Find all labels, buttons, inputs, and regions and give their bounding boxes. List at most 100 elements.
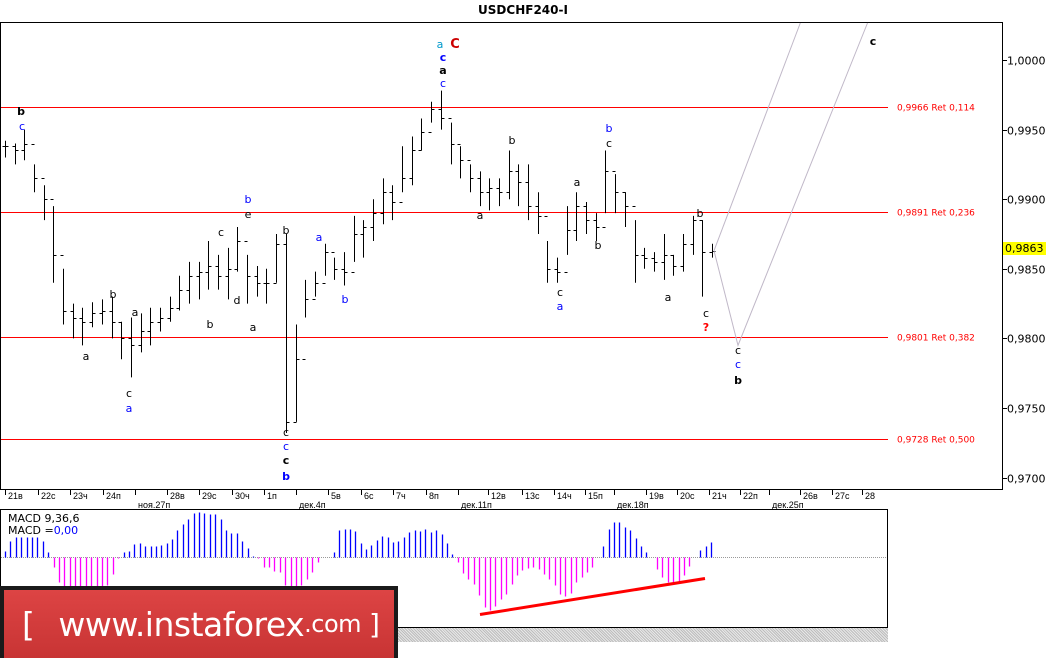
wave-label: b xyxy=(17,105,25,118)
price-bar xyxy=(157,307,164,332)
x-tick-label: 30ч xyxy=(235,491,250,501)
price-bar xyxy=(60,255,67,325)
price-bar xyxy=(632,206,639,283)
logo-bracket-close: ] xyxy=(369,607,380,641)
macd-label: MACD 9,36,6 xyxy=(8,512,80,525)
fib-level-label: 0,9891 Ret 0,236 xyxy=(897,209,975,219)
price-bar xyxy=(225,247,232,300)
price-bar xyxy=(50,199,57,283)
macd-value-row: MACD =0,00 xyxy=(8,524,78,537)
price-bar xyxy=(283,234,290,434)
wave-label: c xyxy=(606,137,612,150)
wave-label: a xyxy=(126,402,133,415)
wave-label: d xyxy=(234,294,241,307)
projection-path xyxy=(713,22,868,347)
wave-label: c xyxy=(870,35,877,48)
price-bar xyxy=(293,324,300,423)
price-bar xyxy=(12,143,19,165)
wave-label: a xyxy=(250,321,257,334)
wave-label: a xyxy=(439,64,446,77)
price-bar xyxy=(602,150,609,228)
price-bar xyxy=(593,213,600,241)
y-tick-label: 1,0000 xyxy=(1007,55,1046,68)
projection-upper-line xyxy=(713,22,801,251)
price-bar xyxy=(448,118,455,165)
y-tick-label: 0,9750 xyxy=(1007,403,1046,416)
price-bar xyxy=(254,266,261,297)
price-bar xyxy=(118,321,125,360)
chart-title: USDCHF240-I xyxy=(478,3,568,17)
price-bar xyxy=(370,199,377,241)
wave-label: b xyxy=(606,122,613,135)
price-bar xyxy=(215,254,222,290)
price-bar xyxy=(680,234,687,272)
wave-label: C xyxy=(450,37,460,52)
x-tick-label: ноя.27п xyxy=(138,500,170,510)
x-tick-label: 27с xyxy=(835,491,850,501)
x-tick-label: 6с xyxy=(364,491,374,501)
price-bar xyxy=(418,118,425,151)
price-bar xyxy=(360,220,367,258)
price-bar xyxy=(525,164,532,221)
wave-label: b xyxy=(110,288,117,301)
y-tick-label: 0,9900 xyxy=(1007,194,1046,207)
price-bar xyxy=(176,275,183,311)
price-bar xyxy=(31,144,38,193)
price-bar xyxy=(622,192,629,228)
x-tick-label: 23ч xyxy=(73,491,88,501)
x-tick-label: 7ч xyxy=(396,491,406,501)
wave-label: c xyxy=(126,387,132,400)
wave-label: b xyxy=(342,293,349,306)
x-tick-label: 22п xyxy=(743,491,758,501)
x-tick-label: дек.4п xyxy=(299,500,326,510)
wave-label: b xyxy=(595,239,602,252)
wave-label: c xyxy=(440,51,447,64)
x-tick-label: 28в xyxy=(170,491,185,501)
wave-label: c xyxy=(735,358,741,371)
main-chart-frame xyxy=(0,22,1003,490)
price-bar xyxy=(670,254,677,276)
wave-label: b xyxy=(282,470,290,483)
x-tick-label: 21в xyxy=(8,491,23,501)
price-bar xyxy=(99,299,106,325)
price-bar xyxy=(709,243,716,258)
price-bar xyxy=(186,261,193,304)
price-bar xyxy=(399,146,406,203)
price-bar xyxy=(564,206,571,273)
wave-label: c xyxy=(557,286,563,299)
price-bar xyxy=(477,171,484,207)
price-bar xyxy=(661,234,668,280)
price-bar xyxy=(612,171,619,214)
wave-label: b xyxy=(697,207,704,220)
wave-label: e xyxy=(245,208,252,221)
x-tick-label: 22с xyxy=(41,491,56,501)
price-bar xyxy=(515,164,522,207)
x-tick-label: 15п xyxy=(588,491,603,501)
price-bar xyxy=(263,268,270,304)
instaforex-logo: [ www.instaforex .com ] xyxy=(0,586,398,658)
price-bar xyxy=(70,303,77,339)
price-bar xyxy=(196,261,203,300)
macd-divergence-line xyxy=(479,577,706,616)
price-bar xyxy=(312,271,319,300)
price-bar xyxy=(109,296,116,339)
price-bar xyxy=(544,216,551,283)
x-tick-label: 13с xyxy=(525,491,540,501)
price-bar xyxy=(128,317,135,378)
wave-label: a xyxy=(83,350,90,363)
price-bar xyxy=(41,178,48,221)
price-bar xyxy=(244,241,251,304)
x-tick-label: 19в xyxy=(649,491,664,501)
price-bar xyxy=(89,302,96,328)
price-bar xyxy=(2,140,9,158)
wave-label: b xyxy=(207,318,214,331)
price-bar xyxy=(583,201,590,234)
price-bar xyxy=(205,240,212,290)
wave-label: b xyxy=(245,193,252,206)
price-bar xyxy=(351,215,358,273)
price-bar xyxy=(138,313,145,353)
logo-bracket-open: [ xyxy=(22,604,35,644)
macd-panel-frame xyxy=(0,509,888,628)
price-bar xyxy=(573,192,580,241)
x-tick-label: 14ч xyxy=(557,491,572,501)
